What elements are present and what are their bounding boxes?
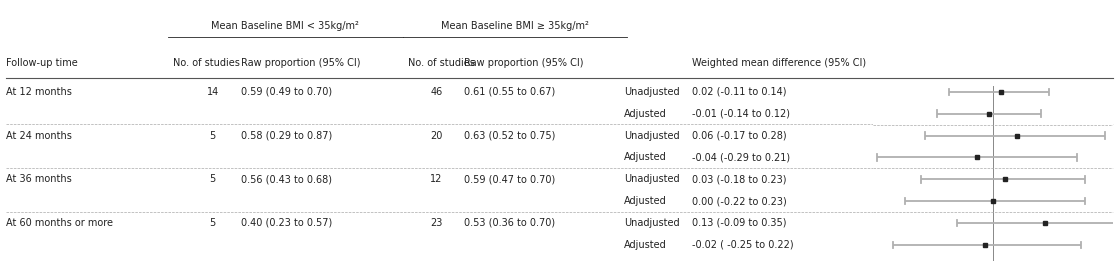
Text: Unadjusted: Unadjusted: [624, 218, 680, 228]
Text: At 12 months: At 12 months: [6, 87, 72, 97]
Text: At 60 months or more: At 60 months or more: [6, 218, 113, 228]
Text: 0.40 (0.23 to 0.57): 0.40 (0.23 to 0.57): [241, 218, 332, 228]
Text: Unadjusted: Unadjusted: [624, 174, 680, 184]
Text: At 36 months: At 36 months: [6, 174, 72, 184]
Text: Adjusted: Adjusted: [624, 240, 667, 250]
Text: -0.02 ( -0.25 to 0.22): -0.02 ( -0.25 to 0.22): [692, 240, 793, 250]
Text: 0.53 (0.36 to 0.70): 0.53 (0.36 to 0.70): [464, 218, 555, 228]
Text: Unadjusted: Unadjusted: [624, 130, 680, 141]
Text: 5: 5: [209, 218, 216, 228]
Text: 0.63 (0.52 to 0.75): 0.63 (0.52 to 0.75): [464, 130, 556, 141]
Text: 20: 20: [430, 130, 443, 141]
Text: Raw proportion (95% CI): Raw proportion (95% CI): [241, 58, 360, 68]
Text: Adjusted: Adjusted: [624, 109, 667, 119]
Text: 0.06 (-0.17 to 0.28): 0.06 (-0.17 to 0.28): [692, 130, 787, 141]
Text: Raw proportion (95% CI): Raw proportion (95% CI): [464, 58, 584, 68]
Text: -0.04 (-0.29 to 0.21): -0.04 (-0.29 to 0.21): [692, 152, 790, 162]
Text: Mean Baseline BMI ≥ 35kg/m²: Mean Baseline BMI ≥ 35kg/m²: [441, 21, 589, 31]
Text: 0.13 (-0.09 to 0.35): 0.13 (-0.09 to 0.35): [692, 218, 786, 228]
Text: 0.56 (0.43 to 0.68): 0.56 (0.43 to 0.68): [241, 174, 331, 184]
Text: Follow-up time: Follow-up time: [6, 58, 77, 68]
Text: 0.03 (-0.18 to 0.23): 0.03 (-0.18 to 0.23): [692, 174, 786, 184]
Text: 12: 12: [430, 174, 443, 184]
Text: 0.59 (0.49 to 0.70): 0.59 (0.49 to 0.70): [241, 87, 331, 97]
Text: At 24 months: At 24 months: [6, 130, 72, 141]
Text: Weighted mean difference (95% CI): Weighted mean difference (95% CI): [692, 58, 866, 68]
Text: 0.59 (0.47 to 0.70): 0.59 (0.47 to 0.70): [464, 174, 556, 184]
Text: 0.61 (0.55 to 0.67): 0.61 (0.55 to 0.67): [464, 87, 556, 97]
Text: 0.58 (0.29 to 0.87): 0.58 (0.29 to 0.87): [241, 130, 332, 141]
Text: Adjusted: Adjusted: [624, 196, 667, 206]
Text: No. of studies: No. of studies: [173, 58, 241, 68]
Text: -0.01 (-0.14 to 0.12): -0.01 (-0.14 to 0.12): [692, 109, 790, 119]
Text: 0.02 (-0.11 to 0.14): 0.02 (-0.11 to 0.14): [692, 87, 786, 97]
Text: Mean Baseline BMI < 35kg/m²: Mean Baseline BMI < 35kg/m²: [211, 21, 359, 31]
Text: 46: 46: [431, 87, 442, 97]
Text: No. of studies: No. of studies: [408, 58, 476, 68]
Text: 5: 5: [209, 130, 216, 141]
Text: 0.00 (-0.22 to 0.23): 0.00 (-0.22 to 0.23): [692, 196, 787, 206]
Text: 23: 23: [430, 218, 443, 228]
Text: Adjusted: Adjusted: [624, 152, 667, 162]
Text: Unadjusted: Unadjusted: [624, 87, 680, 97]
Text: 5: 5: [209, 174, 216, 184]
Text: 14: 14: [207, 87, 218, 97]
